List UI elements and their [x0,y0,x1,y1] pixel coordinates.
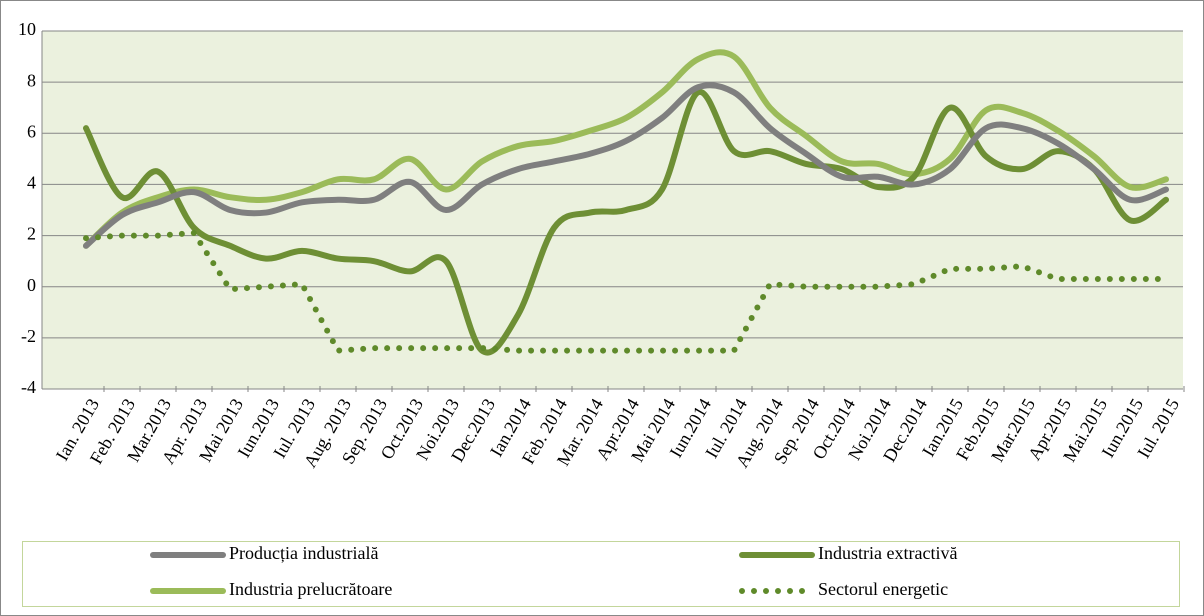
y-tick-label: 10 [18,19,36,39]
line-series [83,89,1169,356]
legend-label: Sectorul energetic [818,579,948,599]
y-tick-label: -2 [21,326,36,346]
line-series [83,49,1169,249]
y-tick-label: 6 [27,121,36,141]
y-tick-label: 4 [27,173,36,193]
line-series [83,229,1169,354]
legend-label: Industria extractivă [818,543,957,563]
line-series [83,82,1169,249]
legend-label: Industria prelucrătoare [229,579,392,599]
y-tick-label: 8 [27,70,36,90]
legend-box [22,541,1180,607]
legend-label: Producția industrială [229,543,378,563]
y-tick-label: 2 [27,224,36,244]
y-tick-label: -4 [21,377,36,397]
y-tick-label: 0 [27,275,36,295]
